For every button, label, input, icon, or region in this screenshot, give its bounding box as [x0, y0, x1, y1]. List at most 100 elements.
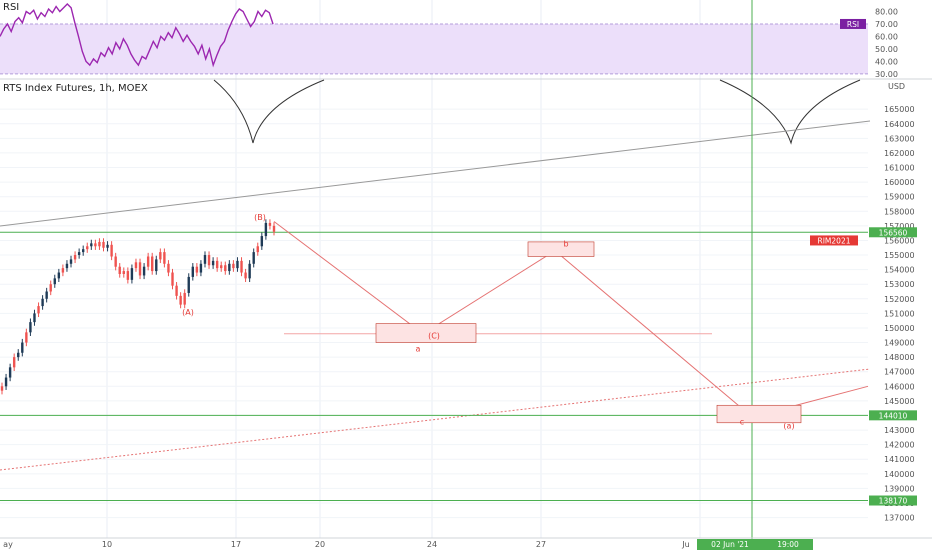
candle-body [49, 284, 52, 292]
candle-body [122, 271, 125, 274]
time-tick-label: 27 [536, 540, 546, 549]
rsi-line [0, 3, 274, 68]
symbol-tag [810, 235, 858, 246]
candle-body [142, 266, 146, 276]
candle-body [175, 285, 178, 296]
candle-body [25, 332, 28, 343]
price-tick-label: 140000 [884, 470, 915, 479]
rsi-tick-label: 50.00 [875, 45, 898, 54]
candle-body [65, 263, 69, 269]
candle-body [215, 260, 219, 269]
candle-body [199, 263, 203, 273]
candle-body [151, 256, 154, 272]
candle-body [256, 246, 259, 253]
price-tick-label: 147000 [884, 368, 915, 377]
time-tick-label: 20 [315, 540, 325, 549]
candle-body [268, 222, 272, 226]
rsi-tag-label: RSI [847, 20, 859, 29]
target-zone-box [716, 404, 802, 424]
cycle-arc-left [213, 79, 325, 144]
candle-body [29, 322, 32, 333]
candle-body [220, 265, 223, 269]
candle-body [171, 272, 174, 286]
price-tick-label: 148000 [884, 353, 915, 362]
price-tick-label: 139000 [884, 484, 915, 493]
candle-body [260, 236, 264, 247]
candle-body [81, 249, 85, 253]
candle-body [73, 255, 77, 260]
candle-body [33, 313, 36, 323]
price-level-tag-label: 138170 [879, 497, 908, 506]
candle-body [236, 260, 239, 269]
candle-body [110, 244, 113, 257]
wave-label: c [740, 417, 744, 426]
chart-title: RTS Index Futures, 1h, MOEX [3, 83, 148, 94]
candle-body [272, 225, 276, 232]
candle-body [163, 252, 166, 264]
upper-trendline [0, 120, 871, 227]
price-tick-label: 163000 [884, 134, 915, 143]
wave-label: (A) [182, 308, 194, 317]
candle-body [207, 255, 211, 266]
candle-body [41, 298, 44, 307]
candle-body [102, 241, 105, 248]
candle-body [183, 292, 186, 305]
candle-body [167, 263, 170, 273]
candle-body [203, 255, 207, 264]
time-tick-label: Ju [681, 540, 689, 549]
rsi-tag [840, 18, 866, 29]
candle-body [12, 357, 16, 368]
price-tick-label: 162000 [884, 149, 915, 158]
candle-body [248, 263, 251, 279]
price-level-tag-label: 144010 [879, 411, 908, 420]
price-tick-label: 137000 [884, 514, 915, 523]
time-tick-label: 24 [427, 540, 437, 549]
price-tick-label: 157000 [884, 222, 915, 231]
price-tick-label: 158000 [884, 207, 915, 216]
candle-body [94, 243, 97, 247]
target-zone-box [527, 241, 595, 257]
rsi-title: RSI [3, 2, 19, 13]
cycle-arc-right [719, 79, 861, 145]
price-level-tag [869, 227, 917, 238]
candle-body [138, 262, 142, 276]
candle-body [86, 246, 89, 250]
rsi-tick-label: 80.00 [875, 7, 898, 16]
price-tick-label: 154000 [884, 266, 915, 275]
candle-body [37, 306, 40, 314]
candle-body [244, 272, 247, 279]
candle-body [134, 262, 138, 269]
price-level-tag-label: 156560 [879, 228, 908, 237]
price-level-tag [869, 410, 917, 421]
price-tick-label: 164000 [884, 120, 915, 129]
rsi-band [0, 23, 868, 74]
candle-body [155, 259, 158, 272]
candle-body [159, 252, 162, 260]
candle-body [195, 266, 199, 273]
wave-label: b [563, 239, 568, 248]
price-tick-label: 156000 [884, 236, 915, 245]
price-tick-label: 159000 [884, 193, 915, 202]
price-tick-label: 149000 [884, 339, 915, 348]
date-tag-label: 02 Jun '21 [711, 540, 749, 549]
wave-label: a [416, 344, 421, 353]
candle-body [114, 256, 117, 267]
candle-body [106, 244, 109, 248]
candle-body [146, 256, 150, 267]
candle-body [179, 295, 182, 305]
wave-projection [273, 221, 753, 418]
price-level-tag [869, 495, 917, 506]
candle-body [61, 268, 65, 273]
candle-body [264, 222, 268, 237]
candle-body [45, 291, 48, 299]
candle-body [4, 377, 8, 387]
candle-body [17, 352, 20, 358]
target-zone-box [375, 323, 477, 343]
candle-body [57, 272, 61, 279]
candle-body [211, 260, 215, 266]
time-tick-label: 17 [231, 540, 241, 549]
price-tick-label: 152000 [884, 295, 915, 304]
price-tick-label: 143000 [884, 426, 915, 435]
wave-label: (B) [254, 213, 266, 222]
